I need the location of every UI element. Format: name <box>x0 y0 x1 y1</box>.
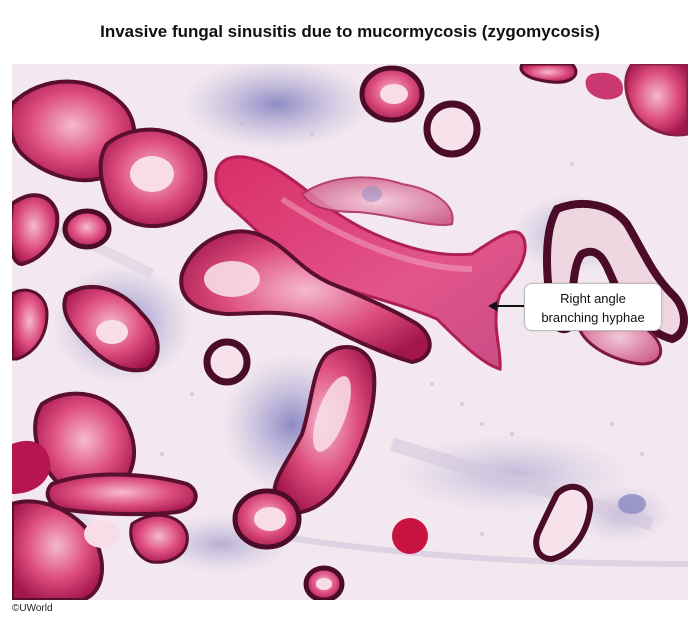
callout-line-1: Right angle <box>560 291 626 306</box>
callout-arrow-icon <box>488 301 524 311</box>
callout-line-2: branching hyphae <box>541 310 645 325</box>
micrograph-image <box>12 64 688 600</box>
copyright-notice: ©UWorld <box>12 603 53 614</box>
callout-label: Right angle branching hyphae <box>524 283 662 331</box>
figure-title: Invasive fungal sinusitis due to mucormy… <box>100 22 600 41</box>
